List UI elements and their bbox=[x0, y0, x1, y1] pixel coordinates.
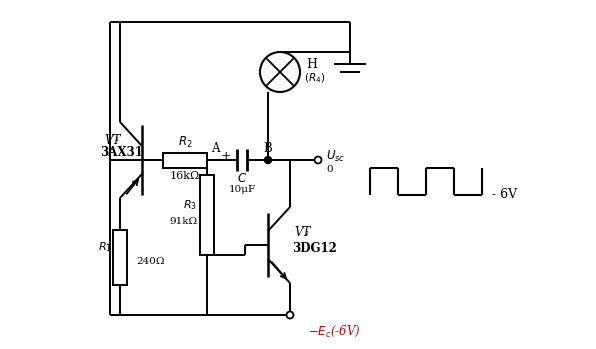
Text: 10μF: 10μF bbox=[228, 186, 256, 194]
Text: $C$: $C$ bbox=[237, 171, 247, 185]
Text: H: H bbox=[306, 58, 317, 70]
Circle shape bbox=[260, 52, 300, 92]
Text: $_1$: $_1$ bbox=[114, 135, 120, 144]
Text: 3AX31: 3AX31 bbox=[100, 146, 143, 158]
Text: 0: 0 bbox=[326, 165, 333, 174]
Circle shape bbox=[287, 312, 293, 319]
Circle shape bbox=[315, 156, 321, 163]
Text: +: + bbox=[221, 150, 231, 163]
Text: VT: VT bbox=[104, 134, 120, 147]
Text: A: A bbox=[211, 141, 219, 155]
Bar bbox=[163, 153, 207, 168]
Text: 240Ω: 240Ω bbox=[136, 257, 164, 266]
Text: $U_{sc}$: $U_{sc}$ bbox=[326, 148, 345, 164]
Text: VT: VT bbox=[294, 227, 311, 239]
Bar bbox=[113, 230, 127, 285]
Text: $(R_4)$: $(R_4)$ bbox=[304, 71, 325, 85]
Text: 16kΩ: 16kΩ bbox=[170, 171, 200, 181]
Circle shape bbox=[265, 156, 272, 163]
Text: B: B bbox=[263, 141, 272, 155]
Text: $R_2$: $R_2$ bbox=[178, 134, 193, 150]
Text: 91kΩ: 91kΩ bbox=[169, 216, 197, 225]
Text: $R_1$: $R_1$ bbox=[98, 240, 112, 254]
Text: - 6V: - 6V bbox=[492, 187, 517, 200]
Text: 3DG12: 3DG12 bbox=[292, 242, 337, 254]
Text: $R_3$: $R_3$ bbox=[183, 198, 197, 212]
Text: $_2$: $_2$ bbox=[304, 229, 309, 238]
Bar bbox=[200, 175, 214, 255]
Text: $-E_c$(-6V): $-E_c$(-6V) bbox=[308, 324, 361, 339]
